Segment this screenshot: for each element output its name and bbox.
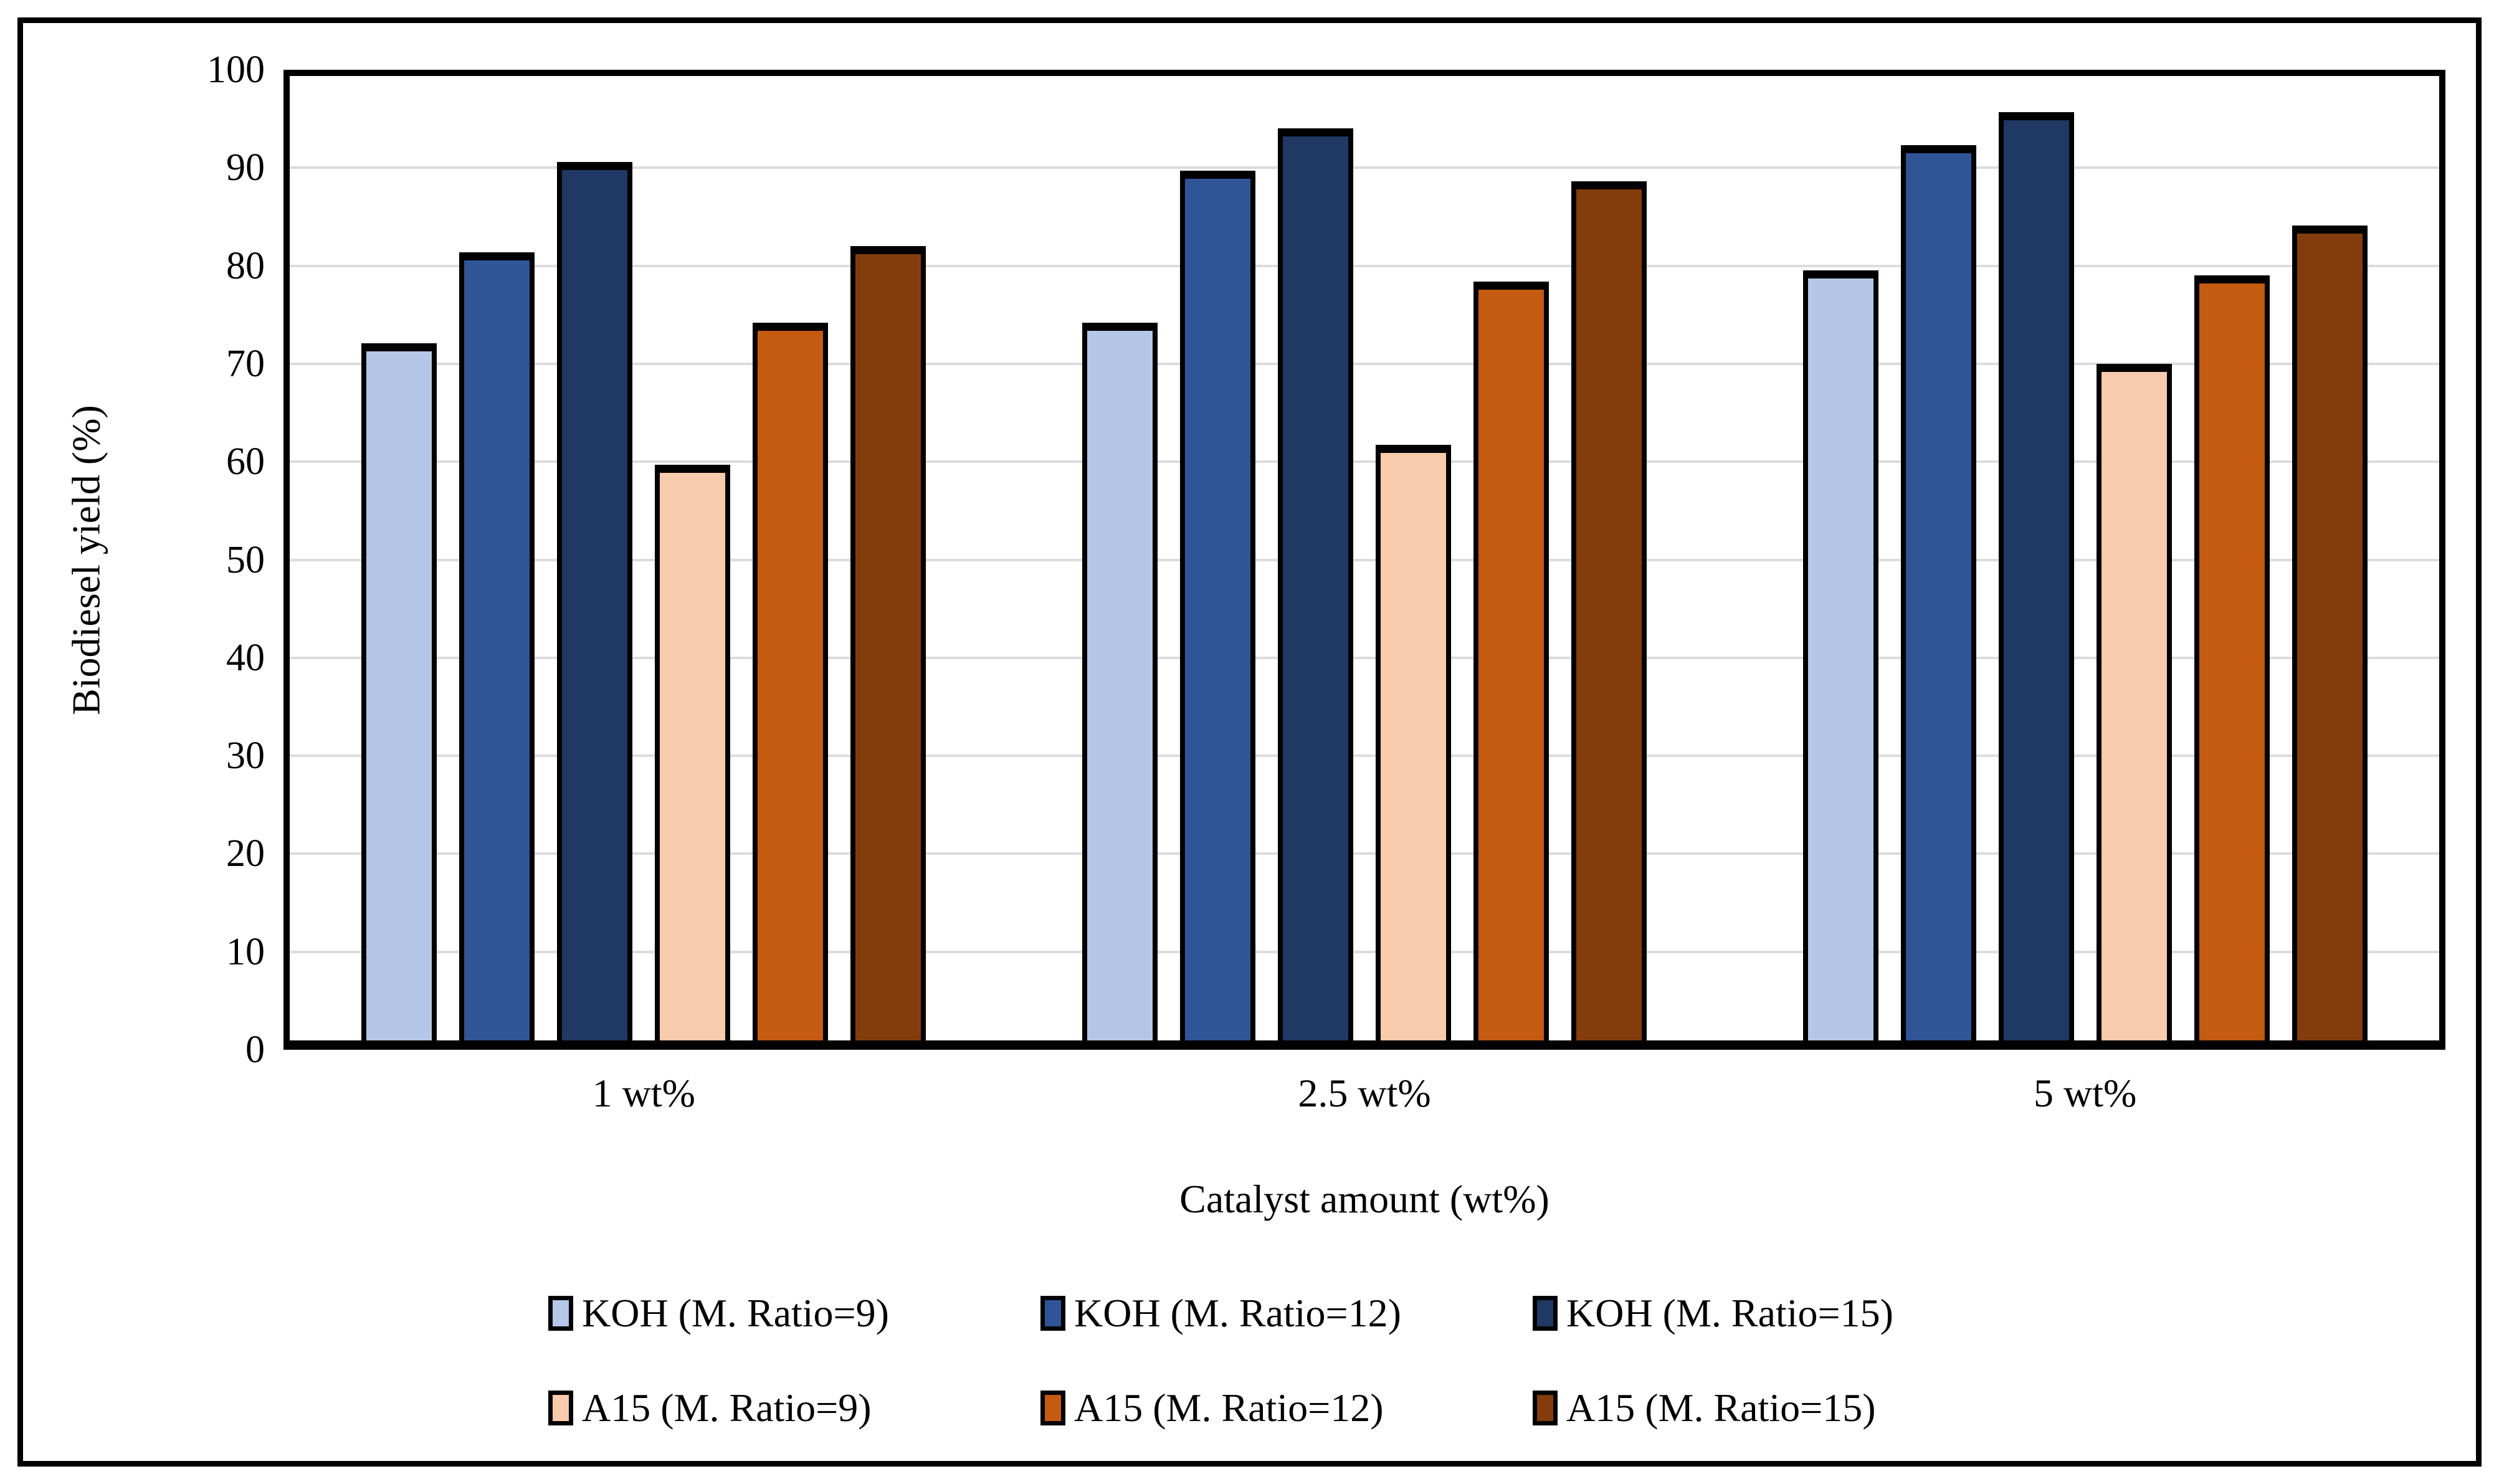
- bar: [1082, 322, 1158, 1050]
- legend-label: KOH (M. Ratio=12): [1074, 1291, 1401, 1335]
- legend-item: KOH (M. Ratio=15): [1533, 1282, 2025, 1344]
- legend-item: A15 (M. Ratio=9): [548, 1377, 1040, 1439]
- gridline: [283, 362, 2445, 365]
- y-tick-label: 80: [226, 244, 265, 287]
- bar: [459, 252, 535, 1050]
- legend-swatch-icon: [1533, 1391, 1558, 1425]
- x-category-label: 2.5 wt%: [1298, 1071, 1431, 1115]
- y-tick-label: 40: [226, 636, 265, 679]
- y-tick-label: 10: [226, 930, 265, 973]
- legend-label: KOH (M. Ratio=15): [1566, 1291, 1893, 1335]
- bar: [655, 464, 731, 1050]
- legend-swatch-icon: [1040, 1296, 1065, 1331]
- x-axis-title: Catalyst amount (wt%): [1179, 1177, 1549, 1221]
- legend-item: KOH (M. Ratio=9): [548, 1282, 1040, 1344]
- bar: [753, 322, 829, 1050]
- legend-label: A15 (M. Ratio=9): [582, 1386, 872, 1430]
- bar: [2194, 275, 2270, 1050]
- bar: [2292, 226, 2368, 1050]
- y-tick-label: 30: [226, 735, 265, 778]
- x-category-label: 5 wt%: [2034, 1071, 2137, 1115]
- legend-label: KOH (M. Ratio=9): [582, 1291, 889, 1335]
- bar: [361, 343, 437, 1050]
- gridline: [283, 558, 2445, 561]
- bar: [1375, 445, 1451, 1050]
- bar-group: [1725, 70, 2445, 1050]
- x-category-label: 1 wt%: [592, 1071, 695, 1115]
- gridline: [283, 166, 2445, 169]
- legend: KOH (M. Ratio=9) KOH (M. Ratio=12) KOH (M.…: [548, 1282, 2025, 1439]
- bar: [850, 246, 926, 1050]
- figure-border: [17, 17, 2482, 1467]
- bar: [2096, 363, 2172, 1050]
- legend-swatch-icon: [1040, 1391, 1065, 1425]
- y-tick-label: 0: [245, 1029, 265, 1071]
- gridline: [283, 754, 2445, 758]
- legend-label: A15 (M. Ratio=12): [1074, 1386, 1384, 1430]
- gridline: [283, 264, 2445, 267]
- legend-item: A15 (M. Ratio=15): [1533, 1377, 2025, 1439]
- bar: [1802, 270, 1878, 1050]
- bar: [1998, 112, 2074, 1050]
- y-tick-label: 90: [226, 146, 265, 189]
- bar-group: [283, 70, 1004, 1050]
- gridline: [283, 950, 2445, 953]
- bar: [557, 161, 633, 1050]
- bar: [1277, 128, 1353, 1050]
- gridline: [283, 852, 2445, 855]
- bar: [1571, 181, 1647, 1050]
- gridline: [283, 460, 2445, 464]
- gridline: [283, 656, 2445, 659]
- legend-item: A15 (M. Ratio=12): [1040, 1377, 1533, 1439]
- y-tick-label: 70: [226, 342, 265, 385]
- legend-swatch-icon: [1533, 1296, 1558, 1331]
- legend-swatch-icon: [548, 1391, 573, 1425]
- y-tick-label: 20: [226, 832, 265, 875]
- y-tick-label: 50: [226, 538, 265, 581]
- bar: [1900, 145, 1976, 1050]
- bar: [1179, 171, 1255, 1050]
- legend-item: KOH (M. Ratio=12): [1040, 1282, 1533, 1344]
- legend-swatch-icon: [548, 1296, 573, 1331]
- y-tick-label: 100: [207, 49, 265, 91]
- y-tick-label: 60: [226, 440, 265, 483]
- bar: [1473, 281, 1549, 1050]
- bar-group: [1004, 70, 1725, 1050]
- legend-label: A15 (M. Ratio=15): [1566, 1386, 1876, 1430]
- plot-area: [283, 70, 2445, 1050]
